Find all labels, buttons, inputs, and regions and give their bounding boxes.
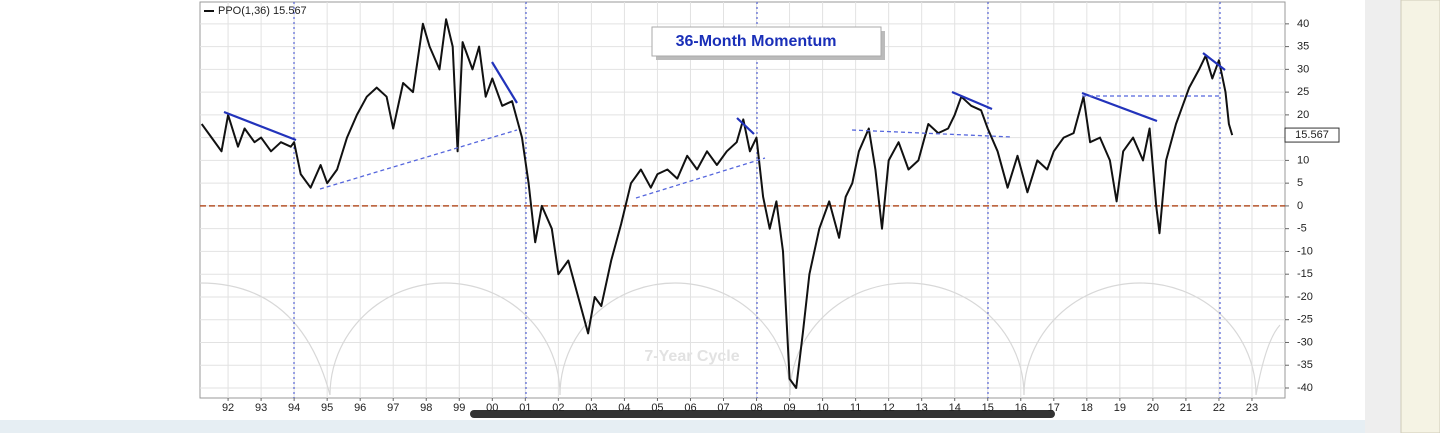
trend-line: [736, 117, 755, 135]
x-tick-label: 21: [1180, 402, 1192, 414]
trend-line: [223, 110, 297, 142]
x-tick-label: 20: [1147, 402, 1159, 414]
x-tick-label: 97: [387, 402, 399, 414]
legend-name: PPO(1,36): [218, 5, 270, 17]
x-tick-label: 06: [684, 402, 696, 414]
x-tick-label: 01: [519, 402, 531, 414]
cycle-arc: [559, 282, 791, 396]
cycle-arc: [329, 282, 561, 396]
cycle-arcs: [199, 282, 1281, 396]
x-tick-label: 10: [816, 402, 828, 414]
y-tick-label: 5: [1297, 177, 1303, 189]
y-tick-label: -30: [1297, 336, 1313, 348]
cycle-arc: [1255, 324, 1281, 396]
plot-area: [199, 1, 1286, 399]
trend-dash: [635, 157, 766, 199]
title-box: [651, 26, 882, 57]
y-tick-label: -5: [1297, 223, 1307, 235]
cycle-arc: [789, 282, 1025, 396]
scrollbar: [470, 410, 1055, 418]
x-tick-label: 95: [321, 402, 333, 414]
y-tick-label: -35: [1297, 359, 1313, 371]
trend-lines: [223, 52, 1226, 142]
x-tick-label: 96: [354, 402, 366, 414]
grid: [200, 2, 1285, 398]
x-tick-label: 99: [453, 402, 465, 414]
side-strip: [1365, 0, 1401, 433]
y-tick-label: 25: [1297, 86, 1309, 98]
x-tick-label: 05: [651, 402, 663, 414]
legend: PPO(1,36) 15.567: [218, 5, 307, 17]
y-tick-label: -25: [1297, 314, 1313, 326]
trend-dash: [319, 129, 518, 190]
chart-title: 36-Month Momentum: [676, 33, 837, 50]
x-tick-label: 22: [1213, 402, 1225, 414]
trend-line: [491, 61, 518, 104]
y-tick-label: 30: [1297, 63, 1309, 75]
last-value-box: [1284, 127, 1340, 143]
x-tick-label: 93: [255, 402, 267, 414]
x-tick-label: 07: [717, 402, 729, 414]
y-tick-label: 40: [1297, 18, 1309, 30]
y-tick-label: 10: [1297, 154, 1309, 166]
x-tick-label: 94: [288, 402, 300, 414]
x-tick-label: 00: [486, 402, 498, 414]
y-tick-label: -20: [1297, 291, 1313, 303]
trend-dash: [851, 129, 1013, 138]
y-tick-label: 0: [1297, 200, 1303, 212]
y-tick-label: 35: [1297, 41, 1309, 53]
x-tick-label: 23: [1246, 402, 1258, 414]
x-tick-label: 98: [420, 402, 432, 414]
x-tick-label: 09: [783, 402, 795, 414]
bottom-strip: [0, 420, 1365, 433]
x-tick-label: 04: [618, 402, 630, 414]
series-layer: [200, 18, 1285, 389]
trend-line: [1081, 91, 1158, 123]
x-tick-label: 12: [883, 402, 895, 414]
trend-dashed: [319, 95, 1220, 199]
x-tick-label: 17: [1048, 402, 1060, 414]
x-tick-label: 11: [850, 402, 861, 414]
y-tick-label: -40: [1297, 382, 1313, 394]
series-line: [200, 18, 1234, 389]
x-tick-label: 19: [1114, 402, 1126, 414]
cycle-arc: [199, 282, 331, 396]
x-tick-label: 16: [1015, 402, 1027, 414]
x-tick-label: 18: [1081, 402, 1093, 414]
x-tick-label: 03: [585, 402, 597, 414]
cycle-label: 7-Year Cycle: [644, 348, 739, 365]
x-tick-label: 13: [916, 402, 928, 414]
y-tick-label: -10: [1297, 245, 1313, 257]
side-panel: [1400, 0, 1440, 433]
last-value-label: 15.567: [1295, 129, 1329, 141]
x-tick-label: 08: [750, 402, 762, 414]
cycle-arc: [1023, 282, 1257, 396]
trend-line: [1202, 52, 1226, 71]
y-tick-label: 20: [1297, 109, 1309, 121]
trend-line: [951, 90, 993, 111]
y-tick-label: -15: [1297, 268, 1313, 280]
x-tick-label: 15: [982, 402, 994, 414]
x-tick-label: 92: [222, 402, 234, 414]
x-tick-label: 14: [949, 402, 961, 414]
x-tick-label: 02: [552, 402, 564, 414]
legend-value: 15.567: [273, 5, 307, 17]
